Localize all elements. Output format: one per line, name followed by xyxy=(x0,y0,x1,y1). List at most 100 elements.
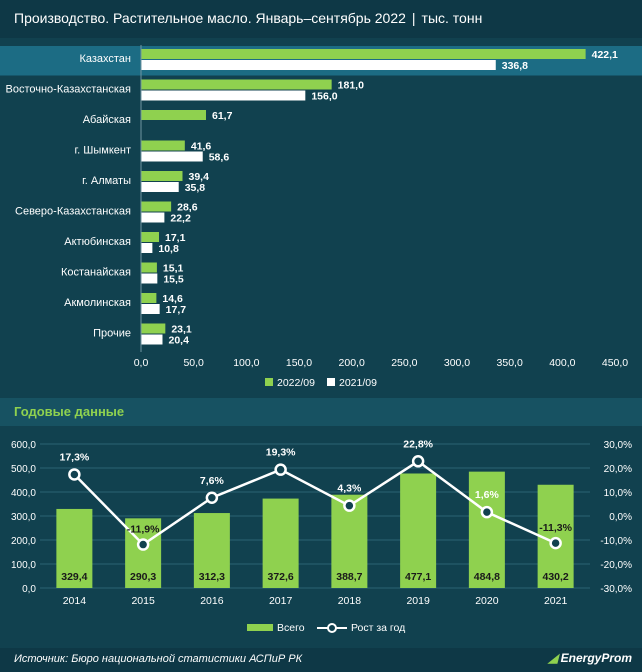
chart-title: Производство. Растительное масло. Январь… xyxy=(14,10,406,26)
energyprom-logo: ◢ EnergyProm xyxy=(548,651,632,665)
y-right-tick-label: 0,0% xyxy=(609,512,632,523)
bar-value-label: 388,7 xyxy=(336,571,362,583)
data-label-2021: 10,8 xyxy=(158,243,179,255)
growth-point xyxy=(274,463,287,476)
data-label-2021: 15,5 xyxy=(163,274,184,286)
data-label-2022: 14,6 xyxy=(162,293,183,305)
y-right-tick-label: 10,0% xyxy=(604,488,632,499)
data-label-2022: 23,1 xyxy=(171,324,192,336)
x-tick-label: 2020 xyxy=(475,595,499,607)
data-label-2022: 28,6 xyxy=(177,202,198,214)
x-tick-label: 2018 xyxy=(338,595,362,607)
data-label-2021: 22,2 xyxy=(170,213,191,225)
legend-label-total: Всего xyxy=(277,622,305,634)
page-title: Производство. Растительное масло. Январь… xyxy=(14,10,482,26)
annual-section-title: Годовые данные xyxy=(14,404,125,419)
x-tick-label: 200,0 xyxy=(339,357,365,369)
x-tick-label: 300,0 xyxy=(444,357,470,369)
bar-2022 xyxy=(141,171,183,181)
growth-point xyxy=(343,499,356,512)
bar-2022 xyxy=(141,232,160,242)
annual-bar xyxy=(125,518,162,588)
y-left-tick-label: 300,0 xyxy=(11,512,36,523)
growth-label: -11,3% xyxy=(539,522,572,534)
annual-bar xyxy=(193,513,230,588)
data-label-2021: 156,0 xyxy=(311,91,337,103)
bar-2022 xyxy=(141,323,166,334)
growth-point xyxy=(68,468,81,481)
bar-2022 xyxy=(141,49,586,59)
footer-bar: Источник: Бюро национальной статистики А… xyxy=(0,648,642,672)
category-label: г. Шымкент xyxy=(75,145,132,157)
growth-point xyxy=(480,505,494,519)
y-left-tick-label: 200,0 xyxy=(11,536,36,547)
bar-2021 xyxy=(141,243,153,253)
growth-point xyxy=(411,455,425,468)
bar-2021 xyxy=(141,90,306,101)
legend-swatch-2022 xyxy=(265,378,273,386)
x-tick-label: 2014 xyxy=(63,595,87,607)
logo-mark-icon: ◢ xyxy=(548,651,558,665)
growth-point xyxy=(549,536,562,550)
bar-2022 xyxy=(141,262,157,273)
bar-2021 xyxy=(141,60,496,70)
title-separator: | xyxy=(411,10,416,26)
category-label: Казахстан xyxy=(79,53,131,65)
bar-2021 xyxy=(141,151,203,162)
bar-2021 xyxy=(141,273,158,284)
data-label-2021: 20,4 xyxy=(168,335,189,347)
x-tick-label: 450,0 xyxy=(602,357,628,369)
annual-bar xyxy=(468,471,505,588)
legend-label-2021: 2021/09 xyxy=(339,377,377,389)
bar-value-label: 329,4 xyxy=(61,571,87,583)
x-tick-label: 2021 xyxy=(544,595,568,607)
legend-swatch-total xyxy=(247,624,273,631)
bar-2022 xyxy=(141,140,185,151)
growth-label: 4,3% xyxy=(337,483,362,495)
category-label: Абайская xyxy=(83,114,131,126)
category-label: Акмолинская xyxy=(64,297,131,309)
category-label: Прочие xyxy=(93,328,131,340)
growth-label: 1,6% xyxy=(475,489,500,501)
annual-bar xyxy=(262,498,299,588)
y-left-tick-label: 100,0 xyxy=(11,560,36,571)
data-label-2022: 422,1 xyxy=(592,49,618,61)
x-tick-label: 2015 xyxy=(131,595,155,607)
bar-2021 xyxy=(141,212,165,223)
category-label: Восточно-Казахстанская xyxy=(5,84,131,96)
growth-point xyxy=(205,491,219,505)
y-left-tick-label: 500,0 xyxy=(11,464,36,475)
bar-2022 xyxy=(141,293,157,303)
data-label-2022: 39,4 xyxy=(189,171,210,183)
bar-value-label: 372,6 xyxy=(267,571,293,583)
annual-combo-chart: 0,0 -30,0% 100,0 -20,0% 200,0 -10,0% 300,0 0,0%… xyxy=(11,438,632,634)
unit-label: тыс. тонн xyxy=(421,10,483,26)
bar-2021 xyxy=(141,182,179,192)
data-label-2022: 61,7 xyxy=(212,110,233,122)
data-label-2022: 15,1 xyxy=(163,263,184,275)
logo-text: EnergyProm xyxy=(560,651,632,665)
x-tick-label: 2017 xyxy=(269,595,293,607)
y-right-tick-label: -20,0% xyxy=(600,560,632,571)
y-left-tick-label: 400,0 xyxy=(11,488,36,499)
header-bar: Производство. Растительное масло. Январь… xyxy=(0,0,642,38)
growth-label: 17,3% xyxy=(59,451,89,463)
growth-label: 19,3% xyxy=(266,447,296,459)
data-label-2022: 17,1 xyxy=(165,232,186,244)
growth-label: 22,8% xyxy=(403,438,433,450)
growth-line xyxy=(73,459,557,547)
legend-label-2022: 2022/09 xyxy=(277,377,315,389)
growth-label: -11,9% xyxy=(127,524,160,536)
x-tick-label: 350,0 xyxy=(497,357,523,369)
regional-bar-chart: Казахстан 422,1 336,8 Восточно-Казахстанска… xyxy=(0,45,642,389)
x-tick-label: 2016 xyxy=(200,595,224,607)
x-tick-label: 2019 xyxy=(406,595,430,607)
y-left-tick-label: 600,0 xyxy=(11,440,36,451)
category-label: Костанайская xyxy=(61,267,131,279)
y-right-tick-label: -30,0% xyxy=(600,584,632,595)
category-label: г. Алматы xyxy=(82,175,131,187)
data-label-2021: 336,8 xyxy=(502,60,528,72)
x-tick-label: 150,0 xyxy=(286,357,312,369)
legend-swatch-2021 xyxy=(327,378,335,386)
x-tick-label: 100,0 xyxy=(233,357,259,369)
